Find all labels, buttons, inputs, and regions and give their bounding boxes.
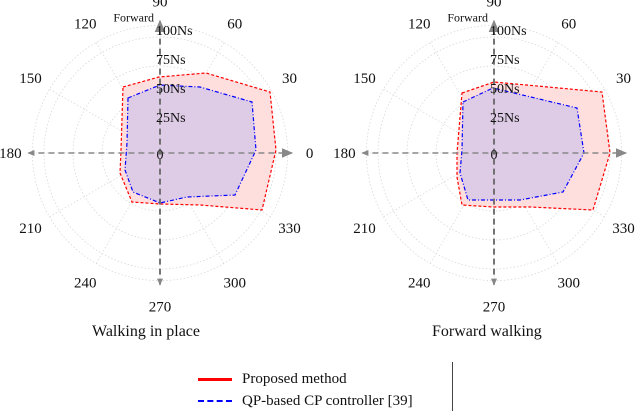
radial-tick-label: 100Ns: [490, 24, 527, 39]
caption-forward-walking: Forward walking: [432, 323, 542, 340]
angle-tick-label: 150: [353, 71, 376, 87]
angle-tick-label: 240: [74, 276, 97, 292]
blue-dashdot-line-swatch: [198, 400, 232, 402]
walking-in-place-chart: 0 30 60 90 120 150 180 210 240 270 300 330 0 25Ns 50Ns…: [0, 0, 313, 316]
radial-tick-label: 75Ns: [156, 53, 186, 68]
angle-tick-label: 0: [306, 146, 314, 162]
legend-item-proposed: Proposed method: [198, 368, 413, 390]
legend-divider: [452, 362, 453, 411]
radial-tick-label: 0: [157, 148, 164, 163]
angle-tick-label: 270: [483, 300, 506, 316]
radial-tick-label: 50Ns: [156, 82, 186, 97]
radial-tick-label: 50Ns: [490, 82, 520, 97]
forward-label: Forward: [447, 10, 488, 24]
legend: Proposed method QP-based CP controller […: [198, 368, 413, 412]
angle-tick-label: 90: [153, 0, 168, 10]
angle-tick-label: 210: [353, 221, 376, 237]
angle-tick-label: 240: [408, 276, 431, 292]
angle-tick-label: 270: [149, 300, 172, 316]
angle-tick-label: 180: [333, 146, 356, 162]
angle-tick-label: 330: [278, 221, 301, 237]
legend-label: Proposed method: [242, 371, 347, 387]
angle-tick-label: 120: [408, 16, 431, 32]
red-solid-line-swatch: [198, 377, 232, 381]
angle-tick-label: 300: [558, 276, 581, 292]
angle-tick-label: 30: [282, 71, 297, 87]
angle-tick-label: 150: [19, 71, 42, 87]
radial-tick-label: 0: [491, 148, 498, 163]
angle-tick-label: 30: [616, 71, 631, 87]
forward-label: Forward: [113, 10, 154, 24]
angle-tick-label: 60: [227, 16, 242, 32]
legend-item-qp: QP-based CP controller [39]: [198, 390, 413, 412]
angle-tick-label: 90: [487, 0, 502, 10]
angle-tick-label: 300: [224, 276, 247, 292]
angle-tick-label: 180: [0, 146, 22, 162]
legend-label: QP-based CP controller [39]: [242, 393, 413, 409]
angle-tick-label: 120: [74, 16, 97, 32]
radial-tick-label: 25Ns: [490, 111, 520, 126]
qp-controller-polygon: [124, 84, 257, 204]
radial-tick-label: 25Ns: [156, 111, 186, 126]
angle-tick-label: 60: [561, 16, 576, 32]
caption-walking-in-place: Walking in place: [92, 323, 201, 340]
radial-tick-label: 100Ns: [156, 24, 193, 39]
forward-walking-chart: 0306090120150180210240270300330025Ns50Ns…: [333, 0, 640, 316]
radial-tick-label: 75Ns: [490, 53, 520, 68]
angle-tick-label: 330: [612, 221, 635, 237]
qp-controller-polygon: [459, 87, 585, 201]
angle-tick-label: 210: [19, 221, 42, 237]
